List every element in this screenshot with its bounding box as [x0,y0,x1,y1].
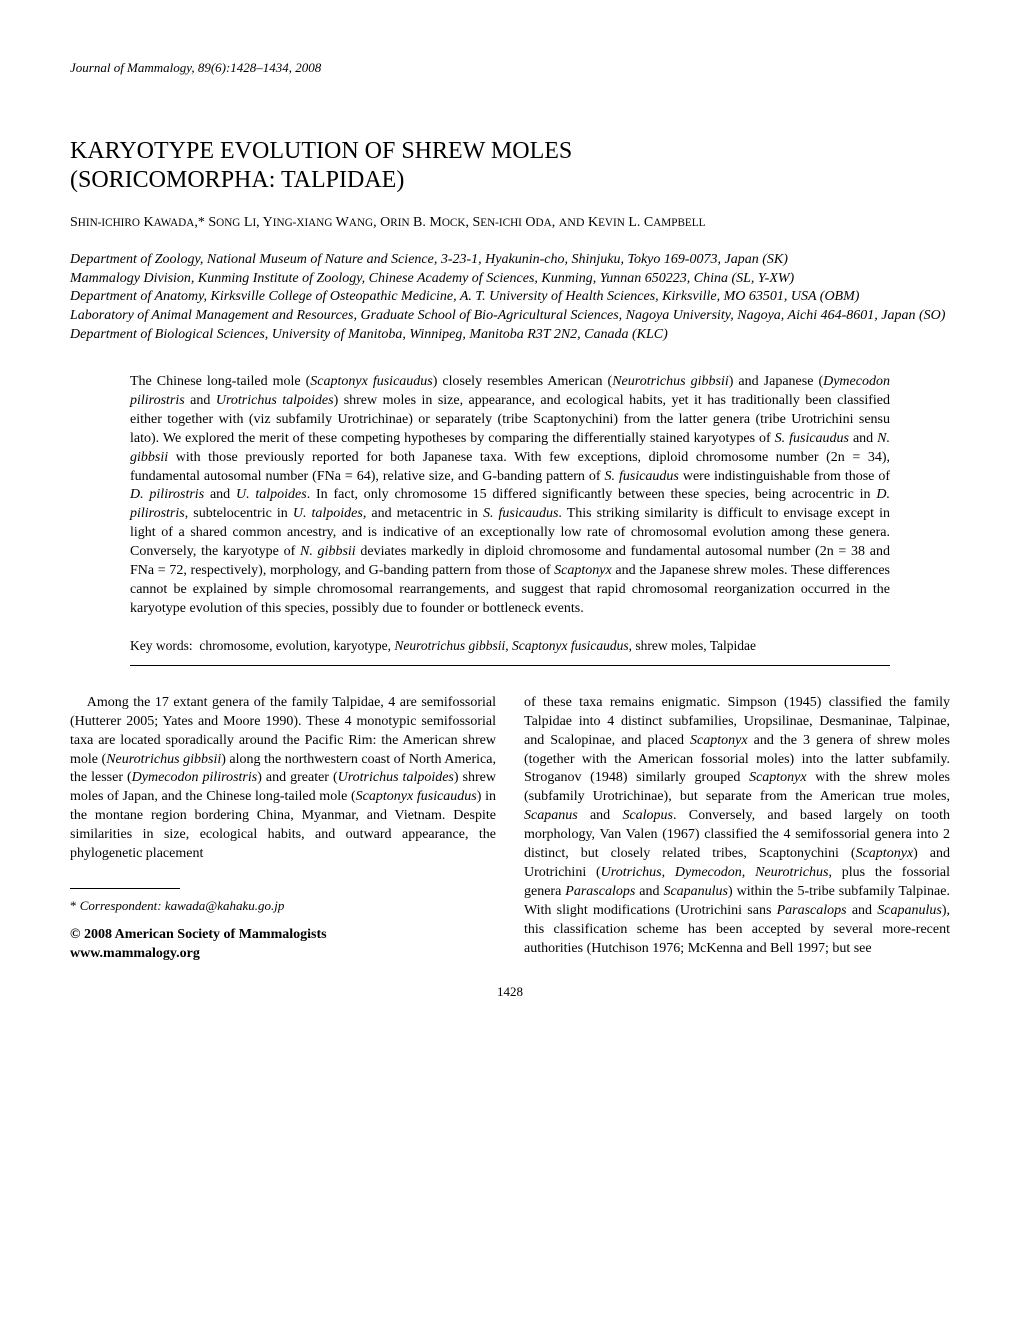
abstract-divider [130,665,890,666]
footnote-separator [70,888,180,889]
affiliation-item: Laboratory of Animal Management and Reso… [70,307,950,326]
keywords-text: chromosome, evolution, karyotype, Neurot… [199,638,756,653]
affiliations: Department of Zoology, National Museum o… [70,251,950,345]
body-text: Among the 17 extant genera of the family… [70,694,950,964]
affiliation-item: Mammalogy Division, Kunming Institute of… [70,270,950,289]
title-line-2: (SORICOMORPHA: TALPIDAE) [70,167,404,193]
author-list: SHIN-ICHIRO KAWADA,* SONG LI, YING-XIANG… [70,214,950,232]
article-title: KARYOTYPE EVOLUTION OF SHREW MOLES (SORI… [70,137,950,195]
title-line-1: KARYOTYPE EVOLUTION OF SHREW MOLES [70,138,572,164]
keywords-label: Key words: [130,638,193,653]
copyright-line: © 2008 American Society of Mammalogists [70,926,496,945]
correspondent-footnote: * Correspondent: kawada@kahaku.go.jp [70,897,496,915]
running-head: Journal of Mammalogy, 89(6):1428–1434, 2… [70,60,950,77]
column-left: Among the 17 extant genera of the family… [70,694,496,964]
affiliation-item: Department of Anatomy, Kirksville Colleg… [70,288,950,307]
body-paragraph: Among the 17 extant genera of the family… [70,694,496,864]
body-paragraph: of these taxa remains enigmatic. Simpson… [524,694,950,958]
society-url: www.mammalogy.org [70,945,496,964]
affiliation-item: Department of Zoology, National Museum o… [70,251,950,270]
abstract-text: The Chinese long-tailed mole (Scaptonyx … [130,373,890,619]
abstract-block: The Chinese long-tailed mole (Scaptonyx … [130,373,890,666]
keywords: Key words: chromosome, evolution, karyot… [130,637,890,655]
column-right: of these taxa remains enigmatic. Simpson… [524,694,950,964]
page-number: 1428 [70,984,950,1001]
affiliation-item: Department of Biological Sciences, Unive… [70,326,950,345]
